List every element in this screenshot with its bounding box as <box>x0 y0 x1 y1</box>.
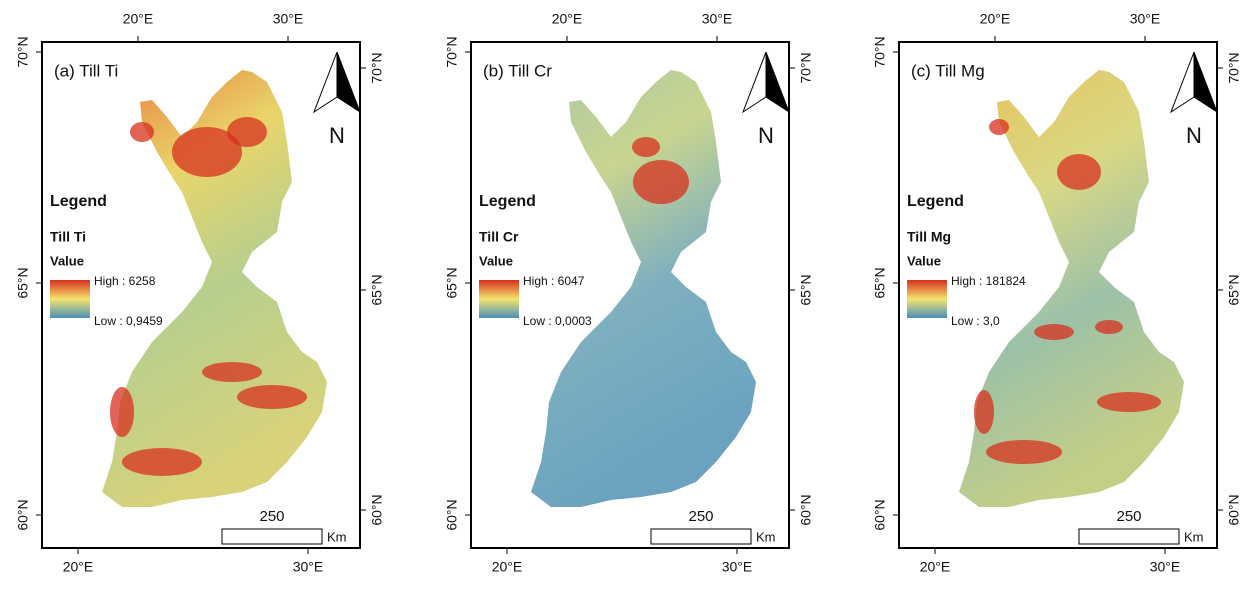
north-arrow <box>765 51 791 114</box>
high-value-area <box>1057 154 1101 190</box>
panel-title: (a) Till Ti <box>54 61 118 80</box>
latitude-label: 70°N <box>872 36 888 67</box>
legend-field: Value <box>479 253 513 268</box>
legend-ramp <box>479 280 519 318</box>
longitude-label: 20°E <box>63 559 94 575</box>
longitude-label: 30°E <box>702 11 733 27</box>
longitude-label: 20°E <box>123 11 154 27</box>
map-frame <box>470 41 790 549</box>
latitude-label: 60°N <box>444 499 460 530</box>
latitude-label: 65°N <box>444 267 460 298</box>
latitude-label: 60°N <box>369 494 385 525</box>
high-value-area <box>172 127 242 177</box>
longitude-label: 20°E <box>552 11 583 27</box>
latitude-label: 60°N <box>1226 494 1242 525</box>
legend-ramp <box>50 280 90 318</box>
country-shape <box>531 70 756 507</box>
legend-heading: Legend <box>907 193 964 210</box>
north-arrow <box>741 51 767 114</box>
map-panel: (a) Till Ti Legend Till Ti Value High : 6258… <box>15 11 385 575</box>
scale-bar <box>650 528 752 545</box>
latitude-label: 65°N <box>798 274 814 305</box>
longitude-label: 30°E <box>722 559 753 575</box>
legend-low: Low : 0,9459 <box>94 314 163 328</box>
longitude-label: 30°E <box>273 11 304 27</box>
legend-high: High : 181824 <box>951 274 1026 288</box>
high-value-area <box>1095 320 1123 334</box>
latitude-label: 60°N <box>798 494 814 525</box>
high-value-area <box>237 385 307 409</box>
latitude-label: 60°N <box>872 499 888 530</box>
scale-distance: 250 <box>1116 508 1141 525</box>
legend-low: Low : 3,0 <box>951 314 1000 328</box>
scale-unit: Km <box>327 529 347 544</box>
high-value-area <box>130 122 154 142</box>
legend-ramp <box>907 280 947 318</box>
legend-heading: Legend <box>479 193 536 210</box>
high-value-area <box>110 387 134 437</box>
scale-bar <box>1078 528 1180 545</box>
map-frame <box>898 41 1218 549</box>
panel-title: (b) Till Cr <box>483 61 552 80</box>
longitude-label: 20°E <box>980 11 1011 27</box>
high-value-area <box>633 160 689 204</box>
legend-field: Value <box>907 253 941 268</box>
high-value-area <box>1034 324 1074 340</box>
scale-distance: 250 <box>259 508 284 525</box>
high-value-area <box>986 440 1062 464</box>
panel-title: (c) Till Mg <box>911 61 985 80</box>
latitude-label: 70°N <box>15 36 31 67</box>
latitude-label: 70°N <box>444 36 460 67</box>
longitude-label: 30°E <box>1150 559 1181 575</box>
latitude-label: 70°N <box>798 52 814 83</box>
map-panel: (c) Till Mg Legend Till Mg Value High : 1818… <box>872 11 1242 575</box>
latitude-label: 65°N <box>369 274 385 305</box>
north-arrow <box>1193 51 1219 114</box>
longitude-label: 30°E <box>293 559 324 575</box>
map-panel: (b) Till Cr Legend Till Cr Value High : 6047… <box>444 11 814 575</box>
scale-unit: Km <box>1184 529 1204 544</box>
north-arrow <box>1169 51 1195 114</box>
longitude-label: 20°E <box>492 559 523 575</box>
high-value-area <box>632 137 660 157</box>
north-arrow <box>312 51 338 114</box>
legend-low: Low : 0,0003 <box>523 314 592 328</box>
legend-high: High : 6047 <box>523 274 585 288</box>
latitude-label: 70°N <box>1226 52 1242 83</box>
legend-layer: Till Mg <box>907 229 951 245</box>
high-value-area <box>974 390 994 434</box>
high-value-area <box>227 117 267 147</box>
latitude-label: 65°N <box>872 267 888 298</box>
legend-field: Value <box>50 253 84 268</box>
latitude-label: 65°N <box>15 267 31 298</box>
scale-unit: Km <box>756 529 776 544</box>
legend-high: High : 6258 <box>94 274 156 288</box>
latitude-label: 65°N <box>1226 274 1242 305</box>
north-arrow <box>336 51 362 114</box>
high-value-area <box>989 119 1009 135</box>
legend-layer: Till Ti <box>50 229 86 245</box>
high-value-area <box>1097 392 1161 412</box>
high-value-area <box>202 362 262 382</box>
north-label: N <box>329 123 345 148</box>
north-label: N <box>1186 123 1202 148</box>
country-shape <box>959 70 1184 507</box>
latitude-label: 70°N <box>369 52 385 83</box>
longitude-label: 30°E <box>1130 11 1161 27</box>
high-value-area <box>122 448 202 476</box>
north-label: N <box>758 123 774 148</box>
latitude-label: 60°N <box>15 499 31 530</box>
legend-layer: Till Cr <box>479 229 519 245</box>
legend-heading: Legend <box>50 193 107 210</box>
map-frame <box>41 41 361 549</box>
longitude-label: 20°E <box>920 559 951 575</box>
scale-distance: 250 <box>688 508 713 525</box>
scale-bar <box>221 528 323 545</box>
